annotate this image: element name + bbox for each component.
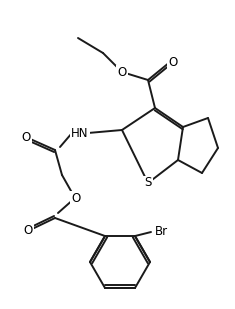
Text: O: O <box>71 192 81 205</box>
Text: S: S <box>144 176 152 189</box>
Text: O: O <box>168 56 178 69</box>
Text: Br: Br <box>155 225 168 238</box>
Text: O: O <box>117 66 127 78</box>
Text: O: O <box>23 225 33 238</box>
Text: HN: HN <box>71 126 89 139</box>
Text: O: O <box>21 130 31 143</box>
